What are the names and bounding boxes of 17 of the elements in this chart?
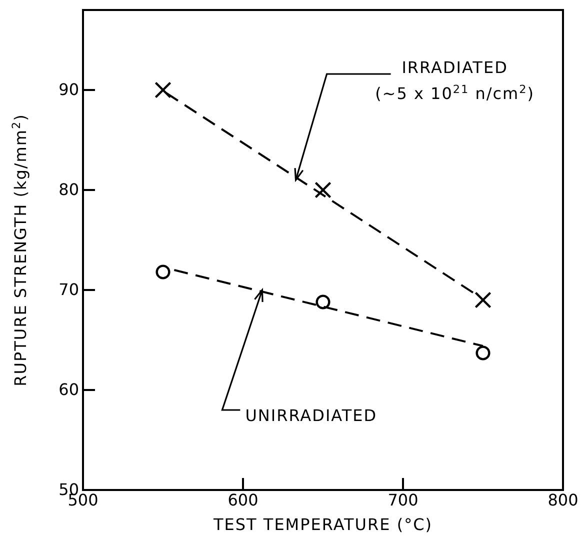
y-tick-label: 90	[58, 80, 79, 100]
y-tick-label: 70	[58, 280, 79, 300]
x-tick-label: 600	[228, 490, 258, 510]
point	[316, 294, 330, 310]
point	[154, 82, 172, 98]
point	[474, 292, 492, 308]
y-tick-label: 60	[58, 380, 79, 400]
x-tick-label: 700	[388, 490, 418, 510]
annotation: IRRADIATED	[402, 58, 508, 77]
y-tick-label: 80	[58, 180, 79, 200]
x-tick-label: 800	[548, 490, 578, 510]
point	[156, 264, 170, 280]
point	[476, 346, 490, 360]
annotation: (~5 x 10$^{21}$ n/cm$^{2}$)	[375, 82, 535, 103]
point	[314, 182, 332, 198]
annotation: UNIRRADIATED	[245, 406, 378, 425]
x-axis-title: TEST TEMPERATURE (°C)	[212, 515, 432, 534]
